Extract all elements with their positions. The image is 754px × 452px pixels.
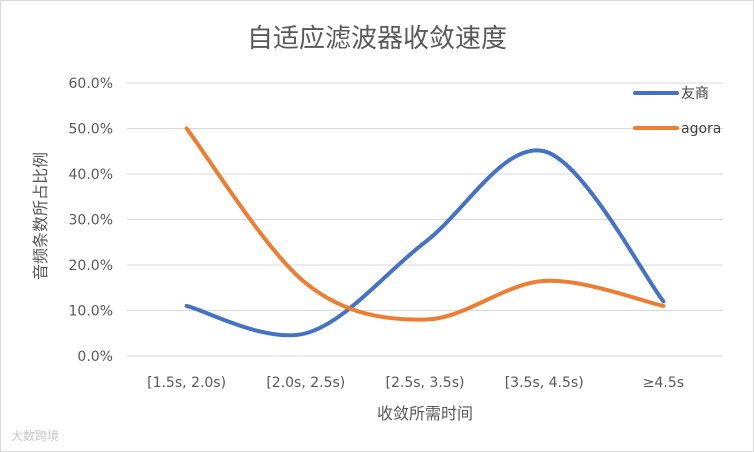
series-lines bbox=[184, 126, 666, 338]
x-tick-label: ≥4.5s bbox=[643, 375, 684, 391]
y-tick-label: 40.0% bbox=[69, 167, 113, 183]
legend-label: 友商 bbox=[681, 86, 709, 102]
legend: 友商 agora bbox=[633, 86, 721, 137]
y-axis-ticks: 0.0% 10.0% 20.0% 30.0% 40.0% 50.0% 60.0% bbox=[69, 76, 113, 365]
legend-label: agora bbox=[681, 121, 721, 137]
series-line-0 bbox=[184, 148, 666, 338]
x-tick-label: [2.0s, 2.5s) bbox=[266, 375, 345, 391]
x-axis-title: 收敛所需时间 bbox=[377, 404, 473, 423]
x-axis-ticks: [1.5s, 2.0s) [2.0s, 2.5s) [2.5s, 3.5s) [3.5… bbox=[147, 375, 684, 391]
y-tick-label: 30.0% bbox=[69, 213, 113, 229]
gridlines bbox=[127, 82, 723, 357]
chart-title: 自适应滤波器收敛速度 bbox=[247, 24, 507, 54]
y-tick-label: 10.0% bbox=[69, 304, 113, 320]
x-tick-label: [2.5s, 3.5s) bbox=[386, 375, 465, 391]
watermark-logo: 大数跨境 bbox=[11, 429, 60, 443]
x-tick-label: [1.5s, 2.0s) bbox=[147, 375, 226, 391]
series-line-1 bbox=[184, 126, 666, 322]
y-axis-title: 音频条数所占比例 bbox=[31, 152, 50, 280]
y-tick-label: 0.0% bbox=[77, 349, 113, 365]
y-tick-label: 20.0% bbox=[69, 258, 113, 274]
y-tick-label: 50.0% bbox=[69, 122, 113, 138]
x-tick-label: [3.5s, 4.5s) bbox=[505, 375, 584, 391]
y-tick-label: 60.0% bbox=[69, 76, 113, 92]
